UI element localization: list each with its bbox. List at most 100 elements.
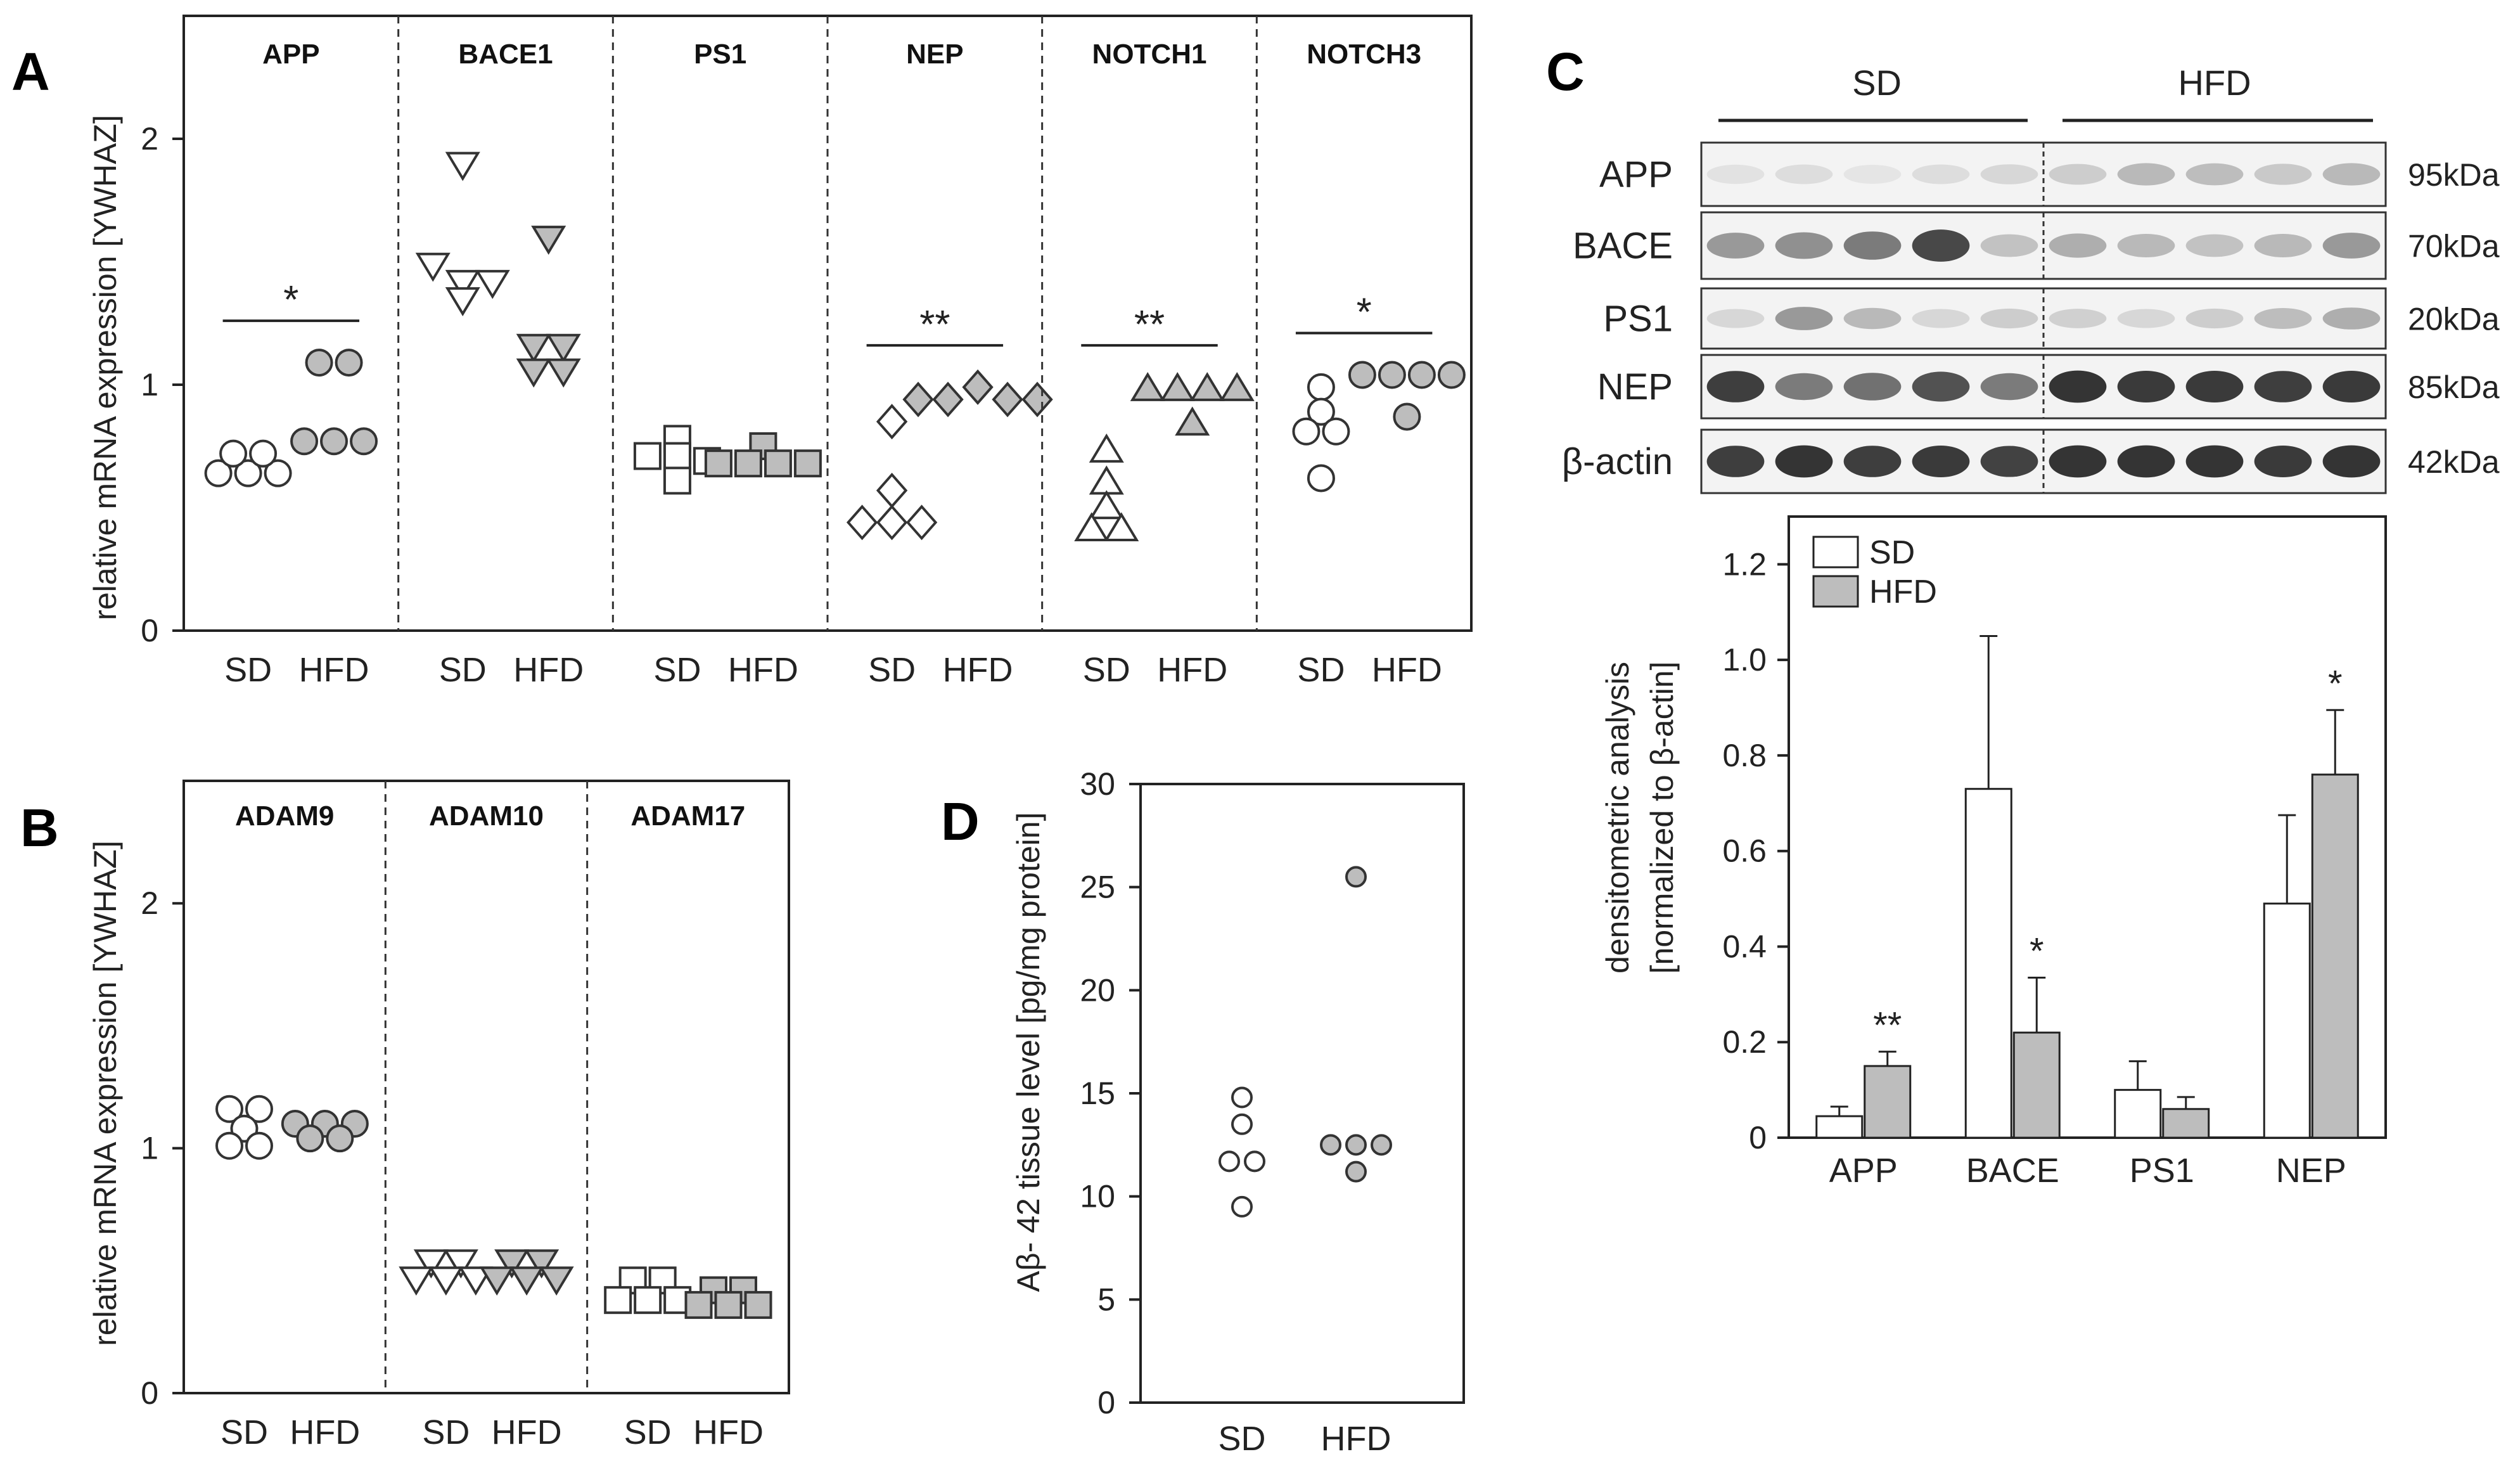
blot-band — [1912, 445, 1970, 478]
sd-point — [1074, 512, 1110, 542]
bar-sd — [1815, 1115, 1864, 1139]
hfd-point — [524, 1249, 560, 1279]
hfd-point — [1021, 382, 1053, 418]
y-tick-label: 1 — [141, 1131, 158, 1166]
blot-band — [1843, 373, 1902, 401]
y-tick-label: 25 — [1080, 870, 1115, 905]
gene-label: ADAM10 — [429, 801, 544, 832]
hfd-point — [335, 349, 363, 377]
western-blot: SD HFD APP 95kDa BACE 70kDa PS1 20kDa NEP 85kDa β-… — [1562, 63, 2500, 494]
gene-label: BACE1 — [458, 39, 553, 70]
blot-band — [1775, 307, 1833, 330]
hfd-point — [902, 382, 934, 418]
blot-band — [1980, 234, 2038, 257]
x-category-label: BACE — [1966, 1152, 2059, 1190]
blot-band — [1912, 229, 1970, 262]
sd-point — [1218, 1150, 1240, 1173]
blot-size-label: 95kDa — [2408, 157, 2500, 193]
blot-band — [1706, 233, 1765, 259]
sd-point — [876, 404, 908, 440]
sd-point — [1089, 465, 1124, 495]
blot-band — [2322, 307, 2381, 330]
blot-band — [1980, 308, 2038, 329]
blot-band — [1775, 164, 1833, 184]
x-label-hfd: HFD — [728, 651, 798, 689]
x-label-hfd: HFD — [943, 651, 1013, 689]
blot-band — [2117, 445, 2175, 478]
blot-band — [2185, 234, 2244, 257]
y-tick-label: 0.8 — [1722, 738, 1767, 773]
hfd-point — [350, 427, 378, 456]
sd-point — [1307, 464, 1335, 492]
blot-band — [1775, 445, 1833, 478]
hfd-point — [684, 1290, 713, 1319]
x-label-sd: SD — [868, 651, 916, 689]
blot-band — [1843, 165, 1902, 184]
sd-point — [249, 439, 278, 468]
sd-point — [846, 505, 878, 541]
hfd-point — [992, 382, 1023, 418]
hfd-point — [296, 1124, 324, 1153]
x-label-sd: SD — [1297, 651, 1345, 689]
sd-point — [876, 505, 908, 541]
blot-band — [2322, 370, 2381, 403]
panel-letter-b: B — [20, 798, 59, 858]
y-tick-label: 0 — [141, 1375, 158, 1411]
y-tick-label: 1 — [141, 367, 158, 402]
hfd-point — [1175, 406, 1210, 436]
y-tick-label: 0 — [141, 613, 158, 648]
blot-band — [1980, 164, 2038, 184]
sd-point — [428, 1266, 464, 1296]
hfd-point — [962, 369, 994, 405]
sd-point — [1307, 373, 1335, 401]
sd-point — [445, 287, 480, 316]
hfd-point — [1393, 402, 1421, 431]
significance-mark: * — [2328, 663, 2343, 704]
gene-label: APP — [262, 39, 319, 70]
blot-band — [1706, 446, 1765, 477]
hfd-point — [1219, 371, 1255, 401]
panel-d-scatter: Aβ- 42 tissue level [pg/mg protein] 0 5 10… — [1011, 766, 1465, 1458]
blot-band — [2322, 445, 2381, 478]
hfd-point — [1130, 371, 1165, 401]
gene-label: PS1 — [694, 39, 746, 70]
blot-band — [1775, 232, 1833, 259]
y-tick-label: 2 — [141, 121, 158, 157]
sd-point — [204, 459, 233, 487]
panel-b-y-axis-label: relative mRNA expression [YWHAZ] — [87, 840, 123, 1346]
legend-swatch-sd — [1812, 536, 1859, 569]
hfd-point — [509, 1266, 544, 1296]
sd-point — [215, 1131, 243, 1160]
sd-point — [245, 1095, 273, 1123]
blot-band — [1912, 164, 1970, 184]
sd-point — [663, 466, 691, 495]
blot-band — [2049, 445, 2107, 478]
panel-b-scatter: relative mRNA expression [YWHAZ] 0 1 2 ADAM… — [87, 780, 790, 1451]
sd-point — [413, 1249, 449, 1279]
blot-band — [2185, 370, 2244, 403]
legend-label-sd: SD — [1869, 534, 1915, 571]
bar-hfd — [2012, 1031, 2061, 1139]
hfd-point — [704, 449, 732, 478]
bar-hfd — [2162, 1108, 2210, 1139]
significance-mark: * — [2030, 930, 2044, 972]
x-label-hfd: HFD — [1321, 1420, 1391, 1458]
hfd-point — [1437, 361, 1466, 389]
bar-sd — [2114, 1089, 2162, 1139]
x-label-hfd: HFD — [1157, 651, 1227, 689]
y-tick-label: 1.2 — [1722, 546, 1767, 582]
sd-point — [1089, 490, 1124, 520]
plot-frame — [182, 780, 790, 1394]
blot-protein-label: BACE — [1573, 226, 1673, 267]
blot-band — [2254, 445, 2312, 478]
gene-label: ADAM9 — [235, 801, 334, 832]
hfd-point — [1345, 866, 1367, 888]
panel-a-scatter: relative mRNA expression [YWHAZ] 0 1 2 APP *… — [87, 15, 1473, 689]
hfd-point — [1407, 361, 1436, 389]
panel-a-y-axis-label: relative mRNA expression [YWHAZ] — [87, 115, 123, 620]
hfd-point — [494, 1249, 530, 1279]
x-label-hfd: HFD — [299, 651, 369, 689]
blot-band — [1706, 309, 1765, 328]
hfd-point — [1345, 1134, 1367, 1156]
